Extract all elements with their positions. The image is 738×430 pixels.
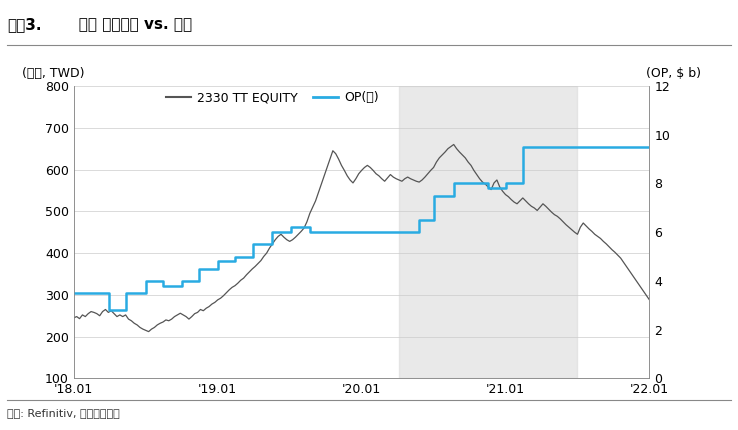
Text: 도표3.: 도표3. xyxy=(7,17,42,32)
Text: 자료: Refinitiv, 유진투자증권: 자료: Refinitiv, 유진투자증권 xyxy=(7,408,120,418)
Legend: 2330 TT EQUITY, OP(우): 2330 TT EQUITY, OP(우) xyxy=(161,86,384,109)
Bar xyxy=(399,86,578,378)
Text: (OP, $ b): (OP, $ b) xyxy=(646,67,701,80)
Text: (주가, TWD): (주가, TWD) xyxy=(22,67,84,80)
Text: 분기 영업이익 vs. 주가: 분기 영업이익 vs. 주가 xyxy=(63,17,192,32)
